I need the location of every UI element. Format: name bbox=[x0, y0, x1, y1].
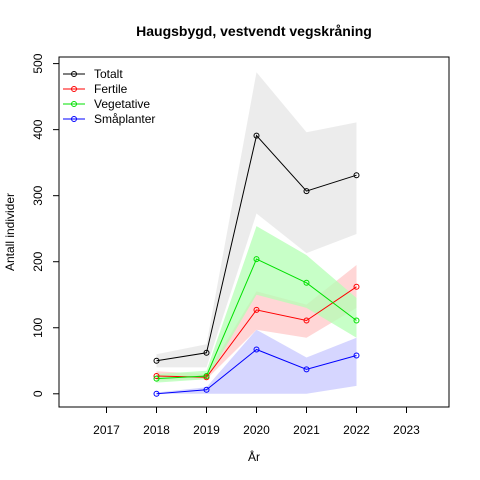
x-tick-label-4: 2021 bbox=[293, 423, 320, 437]
x-tick-label-0: 2017 bbox=[93, 423, 120, 437]
y-tick-label-3: 300 bbox=[31, 185, 45, 205]
legend-marker-2 bbox=[71, 101, 77, 107]
point-series-2-2 bbox=[253, 256, 260, 263]
legend-marker-1 bbox=[71, 86, 77, 92]
line-series-0 bbox=[156, 134, 357, 362]
point-series-3-4 bbox=[353, 352, 360, 359]
x-tick-label-3: 2020 bbox=[243, 423, 270, 437]
y-tick-label-1: 100 bbox=[31, 317, 45, 337]
legend-marker-3 bbox=[71, 116, 77, 122]
x-axis-title: År bbox=[248, 449, 260, 464]
y-tick-label-5: 500 bbox=[31, 53, 45, 73]
point-series-0-3 bbox=[303, 188, 310, 195]
y-axis: 0 100 200 300 400 500 bbox=[31, 53, 59, 397]
legend-label-3: Småplanter bbox=[94, 112, 155, 126]
line-series-3 bbox=[156, 348, 357, 395]
y-tick-label-2: 200 bbox=[31, 251, 45, 271]
band-series-2 bbox=[156, 226, 357, 383]
band-series-0 bbox=[156, 72, 357, 368]
legend-marker-0 bbox=[71, 71, 77, 77]
point-series-1-0 bbox=[153, 373, 160, 379]
point-series-3-0 bbox=[153, 390, 160, 397]
data-points bbox=[153, 132, 360, 397]
plot-frame bbox=[58, 56, 450, 408]
point-series-1-4 bbox=[353, 283, 360, 290]
legend-label-1: Fertile bbox=[94, 82, 128, 96]
y-tick-label-0: 0 bbox=[31, 390, 45, 397]
point-series-2-1 bbox=[203, 373, 210, 379]
y-tick-label-4: 400 bbox=[31, 119, 45, 139]
x-tick-label-6: 2023 bbox=[393, 423, 420, 437]
point-series-3-3 bbox=[303, 366, 310, 373]
x-tick-label-5: 2022 bbox=[343, 423, 370, 437]
band-series-3 bbox=[156, 329, 357, 394]
point-series-2-0 bbox=[153, 375, 160, 382]
series-lines bbox=[156, 134, 357, 395]
line-series-2 bbox=[156, 258, 357, 380]
confidence-bands bbox=[156, 72, 357, 394]
band-series-1 bbox=[156, 265, 357, 381]
x-axis: 2017 2018 2019 2020 2021 2022 2023 bbox=[93, 407, 420, 437]
point-series-2-3 bbox=[303, 279, 310, 286]
point-series-0-1 bbox=[203, 349, 210, 356]
point-series-3-2 bbox=[253, 346, 260, 353]
legend-label-2: Vegetative bbox=[94, 97, 150, 111]
point-series-2-4 bbox=[353, 317, 360, 324]
point-series-3-1 bbox=[203, 386, 210, 393]
legend-label-0: Totalt bbox=[94, 67, 123, 81]
x-tick-label-2: 2019 bbox=[193, 423, 220, 437]
x-tick-label-1: 2018 bbox=[143, 423, 170, 437]
point-series-0-0 bbox=[153, 357, 160, 364]
chart-title: Haugsbygd, vestvendt vegskråning bbox=[136, 23, 372, 39]
point-series-0-2 bbox=[253, 132, 260, 139]
point-series-1-2 bbox=[253, 306, 260, 313]
point-series-1-3 bbox=[303, 317, 310, 324]
point-series-0-4 bbox=[353, 172, 360, 179]
y-axis-title: Antall individer bbox=[3, 193, 17, 271]
